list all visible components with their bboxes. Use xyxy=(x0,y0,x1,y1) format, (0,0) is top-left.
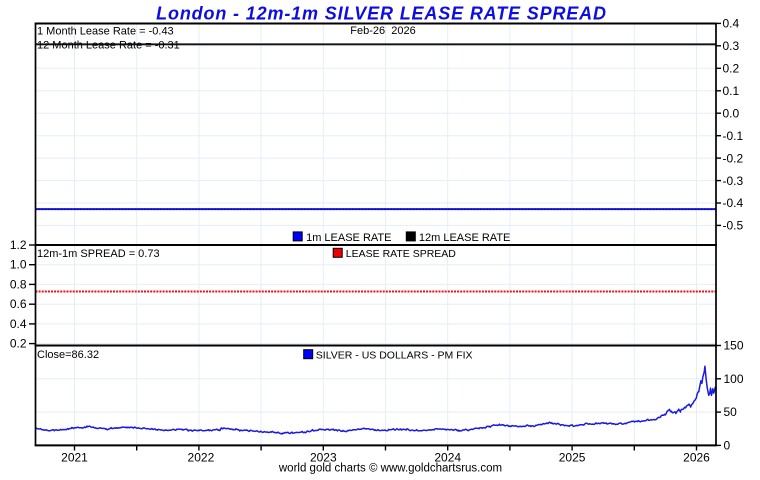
svg-text:-0.1: -0.1 xyxy=(723,129,744,143)
svg-text:12m LEASE RATE: 12m LEASE RATE xyxy=(419,232,511,244)
svg-text:-0.2: -0.2 xyxy=(723,151,744,165)
svg-text:2026: 2026 xyxy=(683,451,710,465)
svg-text:0.8: 0.8 xyxy=(10,277,27,291)
svg-text:50: 50 xyxy=(724,405,738,419)
svg-text:1.0: 1.0 xyxy=(10,258,27,272)
svg-text:SILVER - US DOLLARS - PM FIX: SILVER - US DOLLARS - PM FIX xyxy=(316,350,473,362)
svg-text:2023: 2023 xyxy=(310,451,337,465)
svg-text:2024: 2024 xyxy=(434,451,461,465)
svg-text:world gold charts © www.goldch: world gold charts © www.goldchartsrus.co… xyxy=(278,463,502,475)
svg-text:150: 150 xyxy=(724,339,744,353)
svg-text:0.2: 0.2 xyxy=(10,337,27,351)
svg-text:1 Month Lease Rate = -0.43: 1 Month Lease Rate = -0.43 xyxy=(37,26,174,38)
svg-text:-0.5: -0.5 xyxy=(723,219,744,233)
svg-text:0.4: 0.4 xyxy=(10,317,27,331)
svg-text:2022: 2022 xyxy=(188,451,215,465)
svg-text:12 Month Lease Rate = -0.31: 12 Month Lease Rate = -0.31 xyxy=(37,40,180,52)
svg-text:2025: 2025 xyxy=(559,451,586,465)
svg-text:-0.4: -0.4 xyxy=(723,196,744,210)
svg-text:Close=86.32: Close=86.32 xyxy=(37,349,99,361)
svg-text:0.3: 0.3 xyxy=(723,39,740,53)
svg-text:1.2: 1.2 xyxy=(10,238,27,252)
svg-text:0.1: 0.1 xyxy=(723,84,740,98)
svg-text:-0.3: -0.3 xyxy=(723,174,744,188)
svg-text:12m-1m SPREAD = 0.73: 12m-1m SPREAD = 0.73 xyxy=(37,248,160,260)
svg-text:100: 100 xyxy=(724,372,744,386)
svg-text:0.2: 0.2 xyxy=(723,62,740,76)
svg-text:LEASE RATE SPREAD: LEASE RATE SPREAD xyxy=(346,248,457,260)
svg-text:0.4: 0.4 xyxy=(723,17,740,31)
svg-text:1m LEASE RATE: 1m LEASE RATE xyxy=(306,232,391,244)
svg-text:0.6: 0.6 xyxy=(10,297,27,311)
svg-text:Feb-26 2026: Feb-26 2026 xyxy=(350,25,415,37)
svg-text:0: 0 xyxy=(724,438,731,452)
svg-text:0.0: 0.0 xyxy=(723,106,740,120)
svg-text:2021: 2021 xyxy=(61,451,88,465)
svg-text:London - 12m-1m SILVER LEASE R: London - 12m-1m SILVER LEASE RATE SPREAD xyxy=(156,3,607,23)
